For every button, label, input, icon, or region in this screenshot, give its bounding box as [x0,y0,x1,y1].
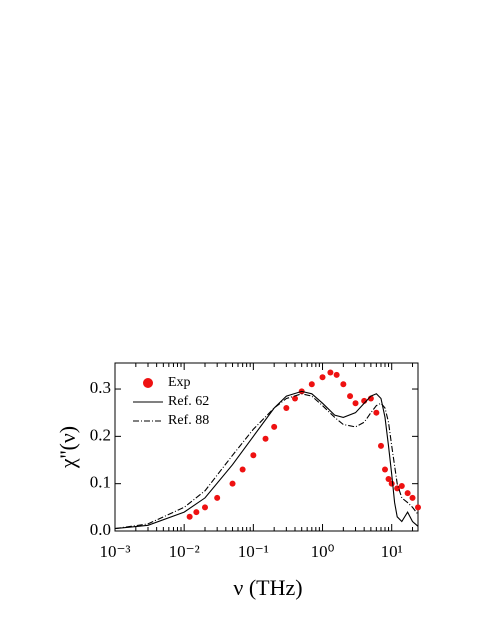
x-tick-label: 10⁰ [311,542,335,561]
data-point [373,409,380,416]
data-point [308,381,315,388]
y-axis-label: χ''(ν) [55,426,80,469]
data-point [388,480,395,487]
series-line [114,393,419,530]
x-tick-label: 10⁻² [169,542,200,561]
data-point [283,404,290,411]
x-axis-label: ν (THz) [233,575,302,600]
legend-label: Ref. 62 [168,394,209,409]
data-point [333,371,340,378]
legend-label: Exp [168,375,191,390]
y-tick-label: 0.3 [90,378,111,397]
data-point [347,393,354,400]
data-point [415,504,421,511]
y-tick-label: 0.2 [90,425,111,444]
data-point [239,466,246,473]
data-point [291,395,298,402]
data-point [271,423,278,430]
data-point [193,509,200,516]
data-point [214,494,221,501]
data-point [327,369,334,376]
data-point [385,475,392,482]
data-point [340,381,347,388]
data-point [377,442,384,449]
plot-frame [114,362,419,532]
data-point [201,504,208,511]
data-point [409,494,416,501]
y-tick-label: 0.0 [90,520,111,539]
data-point [229,480,236,487]
x-tick-label: 10⁻³ [99,542,130,561]
x-tick-label: 10¹ [381,542,403,561]
series-line [114,390,419,530]
data-point [398,483,405,490]
data-point [250,452,257,459]
data-point [186,513,193,520]
data-point [381,466,388,473]
data-point [262,435,269,442]
legend-marker [143,378,153,388]
y-tick-label: 0.1 [90,473,111,492]
legend-label: Ref. 88 [168,413,209,428]
x-tick-label: 10⁻¹ [238,542,269,561]
data-point [352,400,359,407]
data-point [319,374,326,381]
data-point [404,490,411,497]
